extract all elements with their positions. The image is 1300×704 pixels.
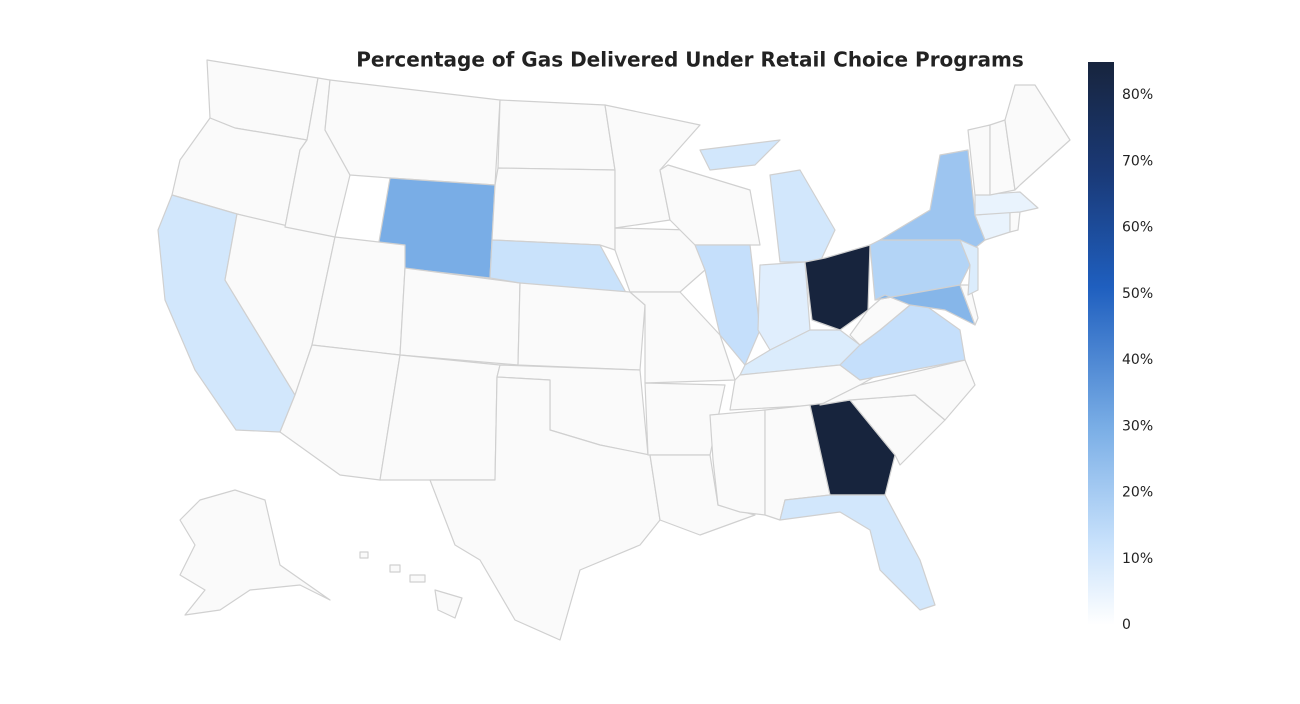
state bbox=[974, 191, 1039, 216]
state bbox=[959, 284, 979, 326]
colorbar-tick-label: 80% bbox=[1122, 87, 1153, 103]
state bbox=[324, 79, 501, 186]
colorbar-tick-label: 60% bbox=[1122, 220, 1153, 236]
states bbox=[157, 59, 1071, 641]
state bbox=[1004, 84, 1071, 191]
chart-title: Percentage of Gas Delivered Under Retail… bbox=[356, 48, 1023, 72]
colorbar-tick-label: 30% bbox=[1122, 418, 1153, 434]
colorbar-tick-label: 50% bbox=[1122, 286, 1153, 302]
colorbar-tick-label: 10% bbox=[1122, 551, 1153, 567]
state bbox=[709, 409, 766, 516]
state bbox=[1009, 211, 1021, 233]
state bbox=[879, 149, 986, 249]
state bbox=[179, 489, 331, 616]
state bbox=[649, 454, 756, 536]
colorbar-tick-label: 70% bbox=[1122, 153, 1153, 169]
state bbox=[497, 99, 616, 171]
state bbox=[699, 139, 836, 263]
state bbox=[429, 376, 661, 641]
colorbar-tick-label: 40% bbox=[1122, 352, 1153, 368]
colorbar-fill bbox=[1088, 62, 1114, 625]
state bbox=[399, 267, 521, 366]
state bbox=[491, 167, 616, 251]
state bbox=[779, 494, 936, 611]
colorbar: 0 10% 20% 30% 40% 50% 60% 70% 80% bbox=[1088, 62, 1153, 633]
state bbox=[379, 354, 501, 481]
state bbox=[517, 282, 646, 371]
state bbox=[959, 239, 979, 296]
colorbar-tick-label: 0 bbox=[1122, 617, 1131, 633]
colorbar-tick-label: 20% bbox=[1122, 485, 1153, 501]
state bbox=[359, 551, 463, 619]
state bbox=[819, 359, 976, 421]
